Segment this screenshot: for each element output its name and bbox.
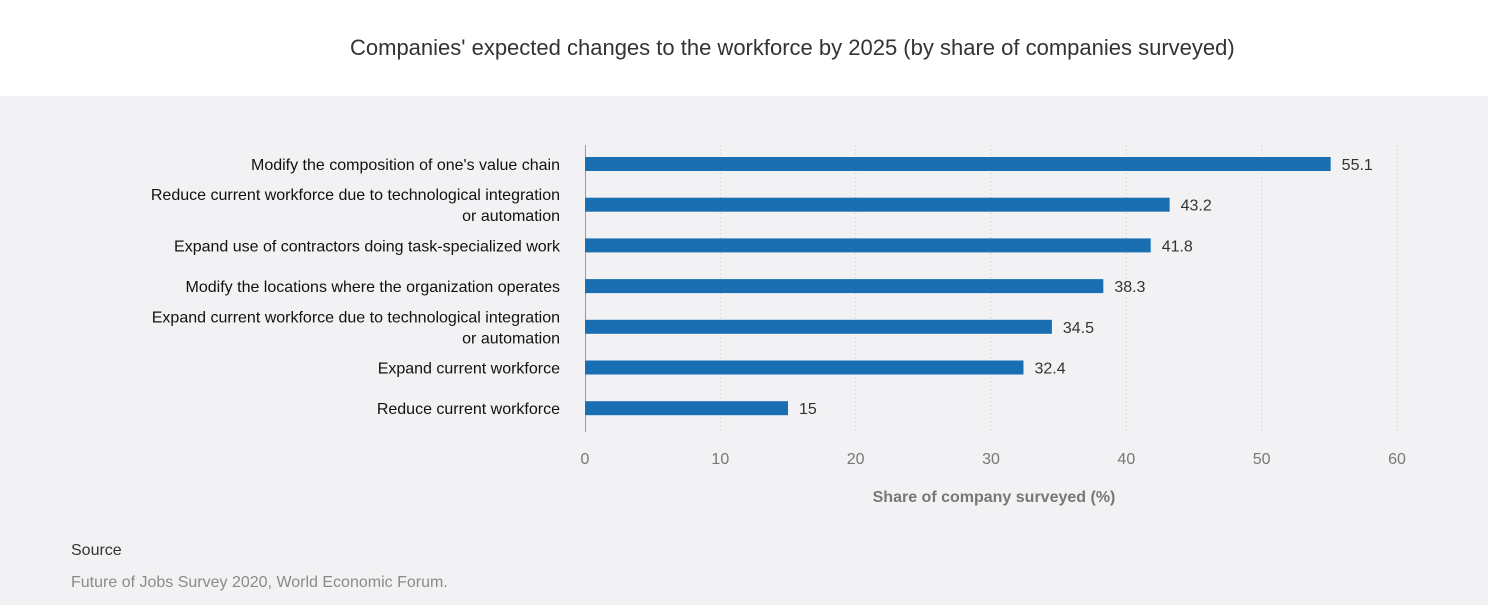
value-label: 34.5 <box>1063 320 1094 337</box>
bar <box>585 360 1024 375</box>
source-label: Source <box>71 542 122 559</box>
category-label: or automation <box>462 330 560 347</box>
x-axis-label: Share of company surveyed (%) <box>873 489 1116 506</box>
category-label: or automation <box>462 208 560 225</box>
x-tick-label: 50 <box>1253 451 1271 468</box>
x-tick-label: 60 <box>1388 451 1406 468</box>
category-label: Expand use of contractors doing task-spe… <box>174 238 561 255</box>
chart-header: Companies' expected changes to the workf… <box>0 0 1488 96</box>
category-label: Modify the locations where the organizat… <box>186 279 560 296</box>
bars-group <box>585 157 1331 416</box>
x-tick-labels: 0 10 20 30 40 50 60 <box>581 451 1406 468</box>
x-tick-label: 20 <box>847 451 865 468</box>
value-label: 55.1 <box>1342 157 1373 174</box>
value-label: 15 <box>799 401 817 418</box>
value-label: 38.3 <box>1114 279 1145 296</box>
bar <box>585 279 1104 294</box>
value-labels: 55.1 43.2 41.8 38.3 34.5 32.4 15 <box>799 157 1373 418</box>
value-label: 41.8 <box>1162 238 1193 255</box>
bar <box>585 197 1170 212</box>
source-text: Future of Jobs Survey 2020, World Econom… <box>71 574 448 591</box>
category-label: Expand current workforce due to technolo… <box>152 309 560 326</box>
bar <box>585 238 1151 253</box>
x-tick-label: 10 <box>711 451 729 468</box>
chart-title: Companies' expected changes to the workf… <box>350 35 1235 60</box>
category-labels: Modify the composition of one's value ch… <box>151 157 561 418</box>
category-label: Reduce current workforce due to technolo… <box>151 187 560 204</box>
chart-panel <box>0 96 1488 605</box>
value-label: 43.2 <box>1181 198 1212 215</box>
category-label: Reduce current workforce <box>377 401 560 418</box>
x-tick-label: 30 <box>982 451 1000 468</box>
bar <box>585 401 788 416</box>
x-tick-label: 40 <box>1117 451 1135 468</box>
category-label: Modify the composition of one's value ch… <box>251 157 560 174</box>
category-label: Expand current workforce <box>378 361 560 378</box>
bar <box>585 319 1052 334</box>
value-label: 32.4 <box>1034 361 1065 378</box>
x-tick-label: 0 <box>581 451 590 468</box>
bar <box>585 157 1331 171</box>
